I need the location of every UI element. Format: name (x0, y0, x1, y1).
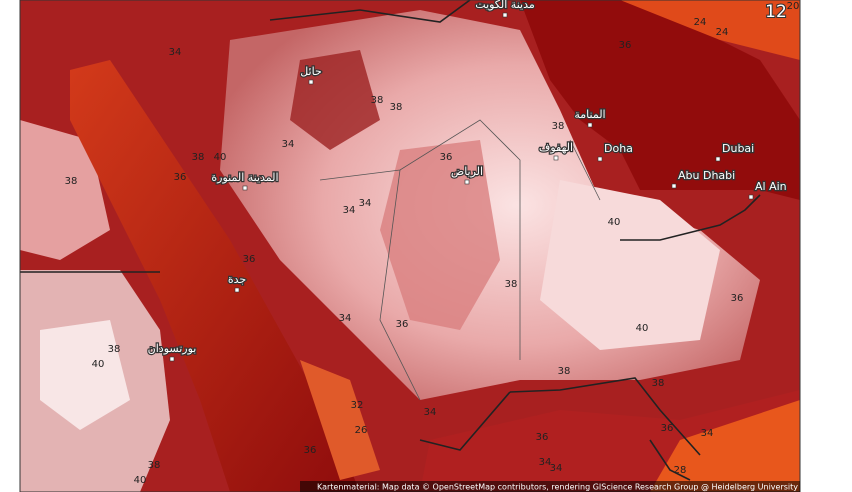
city-marker (748, 194, 754, 200)
contour-label: 38 (505, 279, 518, 290)
red-sea (70, 60, 360, 492)
contour-label: 32 (351, 400, 364, 411)
city-marker (308, 79, 314, 85)
city-marker (587, 122, 593, 128)
land-africa-bright (40, 320, 130, 430)
contour-label: 34 (550, 463, 563, 474)
contour-label: 34 (701, 428, 714, 439)
contour-label: 40 (636, 323, 649, 334)
contour-label: 24 (716, 27, 729, 38)
timestep: 12 (765, 2, 787, 22)
contour-label: 40 (608, 217, 621, 228)
land-dark (290, 50, 380, 150)
contour-label: 38 (390, 102, 403, 113)
contour-label: 40 (134, 475, 147, 486)
contour-label: 36 (304, 445, 317, 456)
attribution: Kartenmaterial: Map data © OpenStreetMap… (317, 483, 798, 492)
contour-label: 36 (174, 172, 187, 183)
contour-label: 36 (440, 152, 453, 163)
contour-label: 26 (355, 425, 368, 436)
frame (19, 0, 801, 492)
borders (20, 0, 761, 481)
city-marker (502, 12, 508, 18)
city-marker (671, 183, 677, 189)
city-label: مدينة الكويت (475, 0, 535, 11)
contour-label: 34 (343, 205, 356, 216)
city-marker (715, 156, 721, 162)
contour-label: 34 (339, 313, 352, 324)
contour-label: 36 (536, 432, 549, 443)
city-label: Dubai (722, 142, 754, 155)
contour-label: 28 (674, 465, 687, 476)
attribution-bar (300, 481, 800, 492)
contour-label: 38 (558, 366, 571, 377)
contour-label: 34 (282, 139, 295, 150)
contour-label: 38 (552, 121, 565, 132)
contour-label: 38 (108, 344, 121, 355)
iran-hot (620, 0, 800, 60)
gulf (520, 0, 800, 200)
city-marker (242, 185, 248, 191)
city-label: Al Ain (755, 180, 787, 193)
contour-label: 38 (65, 176, 78, 187)
admin-borders (319, 119, 601, 401)
city-label: المنامة (574, 108, 605, 121)
contour-label: 38 (371, 95, 384, 106)
contour-label: 36 (731, 293, 744, 304)
city-marker (553, 155, 559, 161)
city-label: Abu Dhabi (678, 169, 735, 182)
city-labels: مدينة الكويت حائل المدينة المنورة الرياض الم… (146, 0, 788, 362)
contour-label: 34 (359, 198, 372, 209)
city-label: Doha (604, 142, 633, 155)
contour-label: 24 (694, 17, 707, 28)
contour-label: 38 (148, 460, 161, 471)
contour-label: 36 (243, 254, 256, 265)
city-marker (234, 287, 240, 293)
city-label: بورتسودان (148, 342, 197, 355)
contour-label: 36 (396, 319, 409, 330)
contour-label: 34 (169, 47, 182, 58)
contour-label: 34 (539, 457, 552, 468)
contour-label: 40 (92, 359, 105, 370)
map-layer (20, 0, 800, 492)
timestep-small: 20 (787, 1, 800, 12)
city-label: المدينة المنورة (211, 171, 278, 184)
contour-label: 36 (619, 40, 632, 51)
contour-label: 34 (424, 407, 437, 418)
city-label: الهفوف (539, 141, 573, 154)
contour-label: 40 (214, 152, 227, 163)
sea-hot (650, 400, 800, 492)
contour-label: 38 (652, 378, 665, 389)
city-label: جدة (228, 273, 246, 286)
land-mid (380, 140, 500, 330)
city-marker (464, 179, 470, 185)
city-label: الرياض (451, 165, 483, 178)
city-marker (169, 356, 175, 362)
city-marker (597, 156, 603, 162)
land-bright (540, 180, 720, 350)
city-label: حائل (300, 65, 322, 78)
yemen-hot (300, 360, 380, 480)
contour-label: 36 (661, 423, 674, 434)
contour-label: 38 (192, 152, 205, 163)
